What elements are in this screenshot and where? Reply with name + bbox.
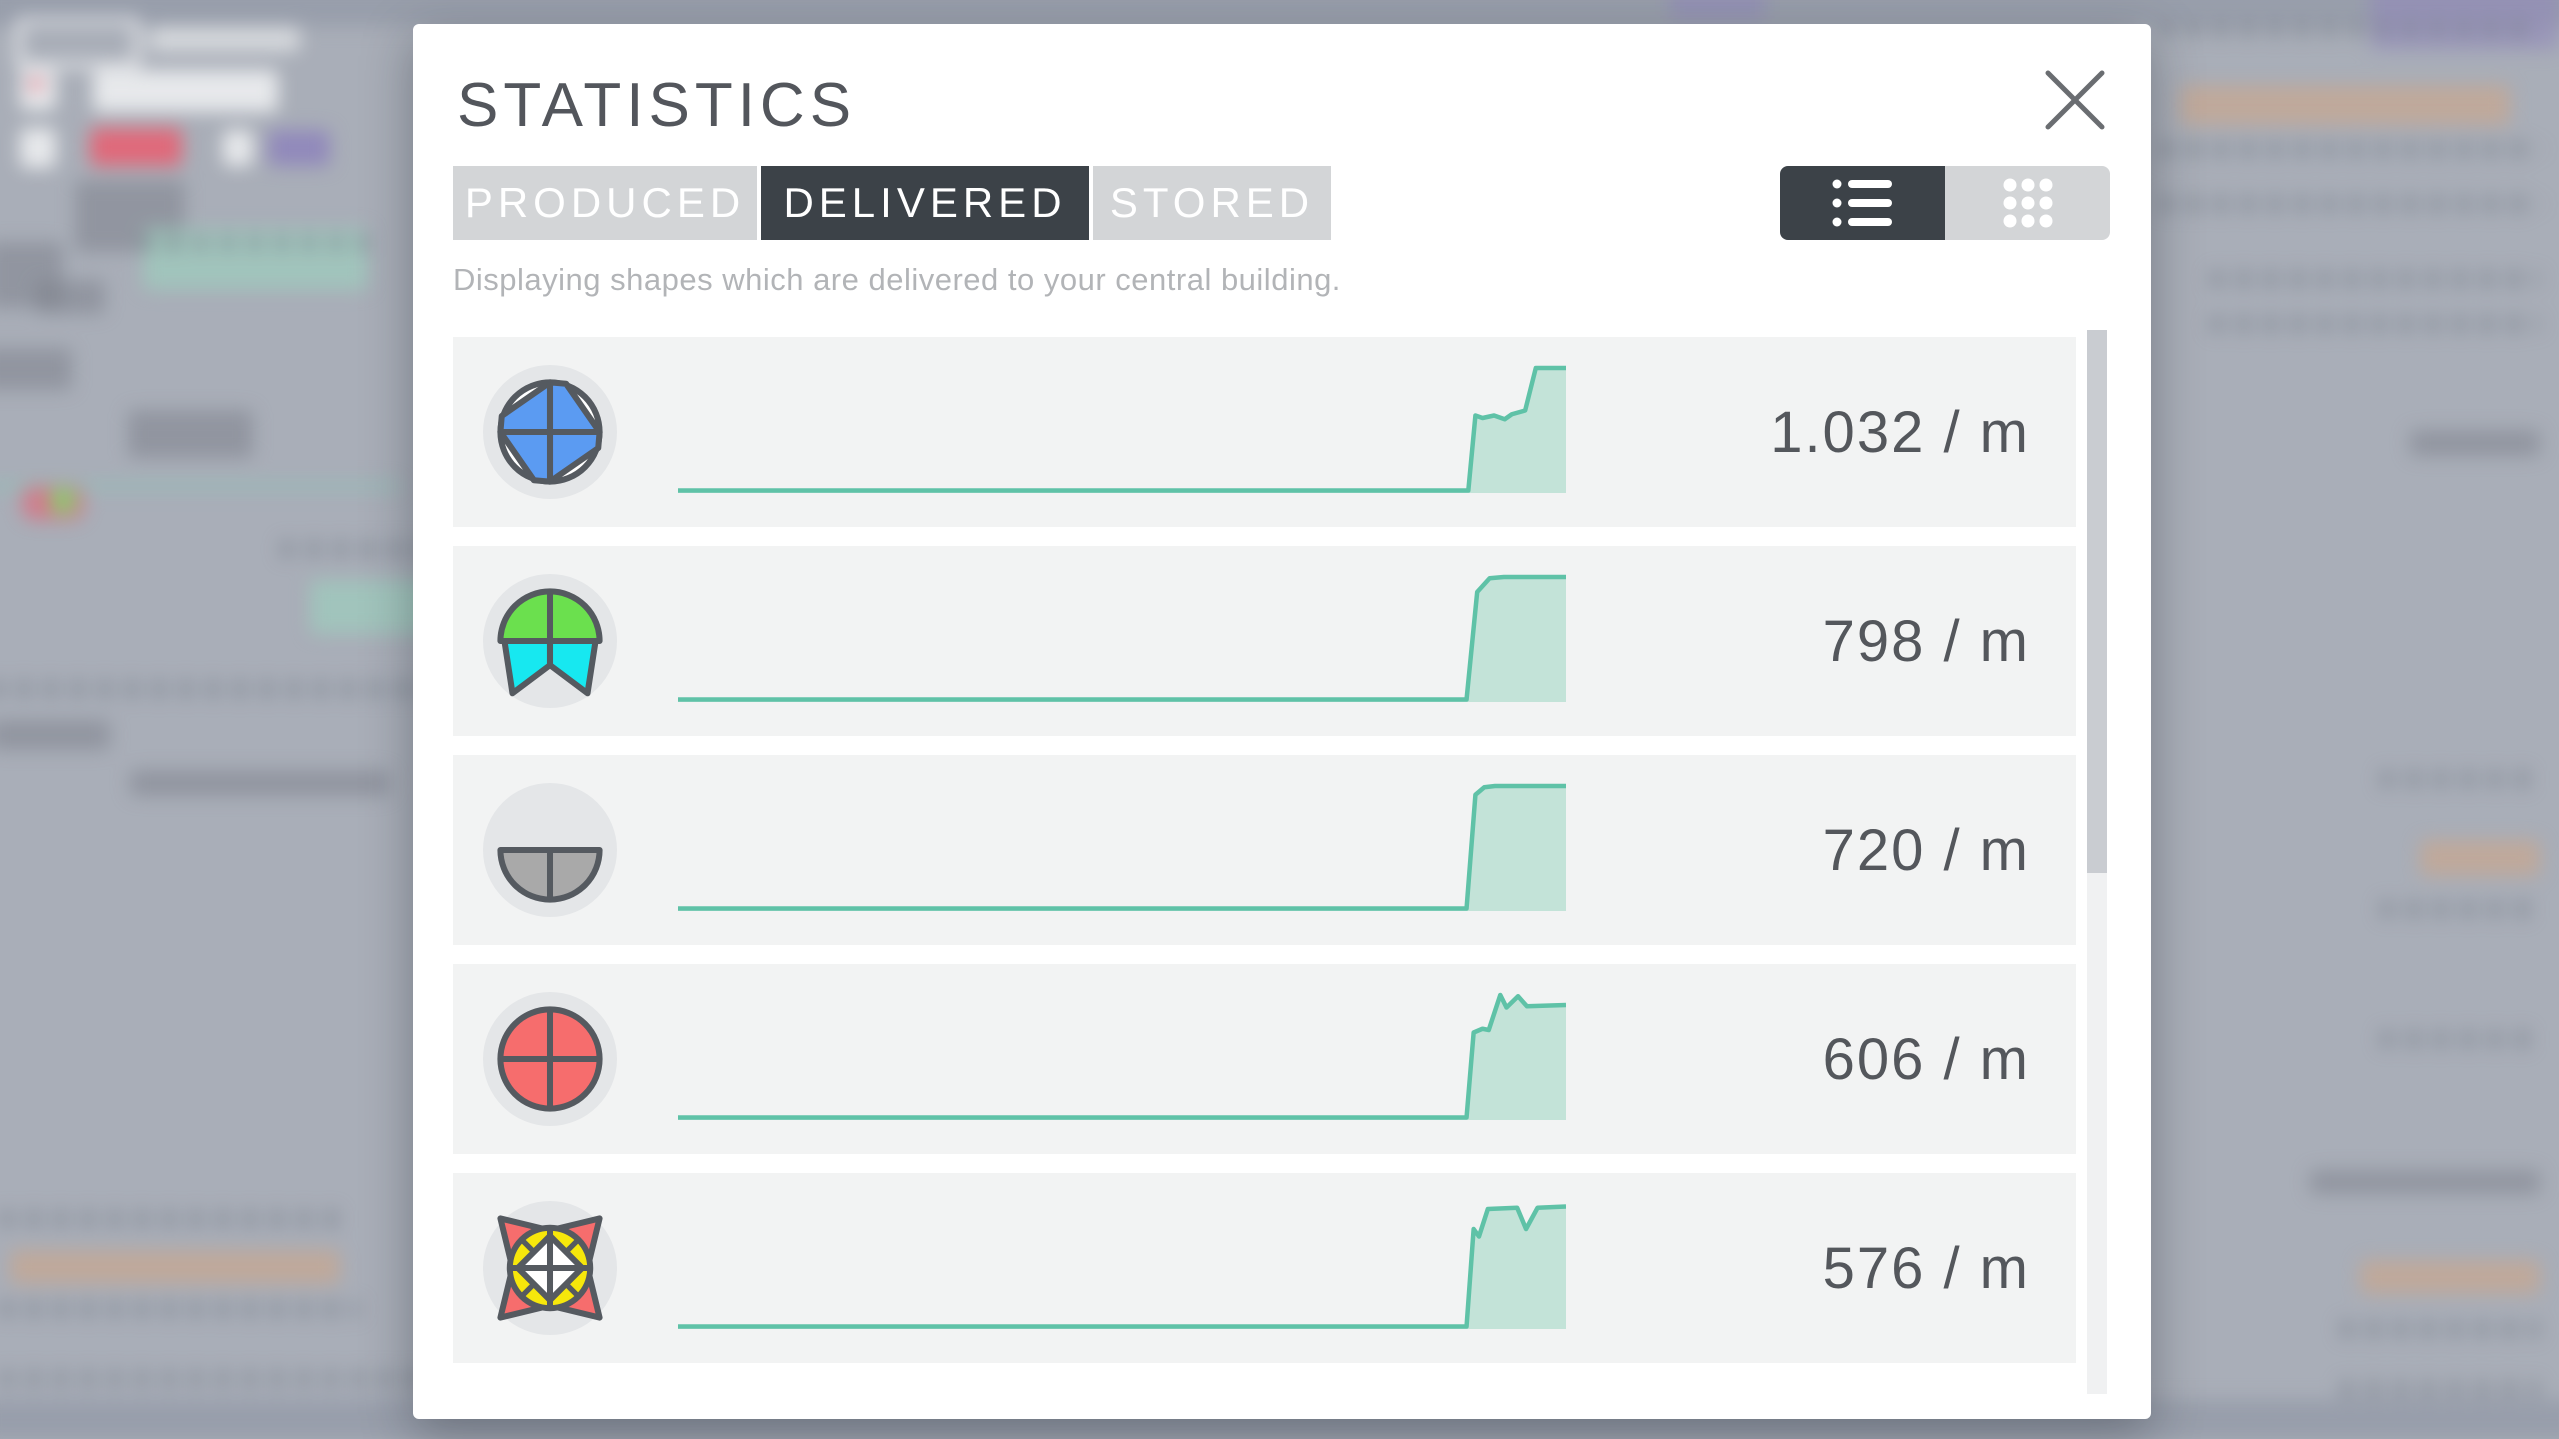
shape-stat-row: 606 / m: [453, 964, 2076, 1154]
delivery-rate-value: 606 / m: [1822, 1026, 2030, 1092]
delivery-rate-value: 798 / m: [1822, 608, 2030, 674]
delivery-rate-value: 576 / m: [1822, 1235, 2030, 1301]
dialog-title: STATISTICS: [457, 71, 857, 140]
delivery-rate-sparkline: [678, 1204, 1566, 1329]
close-button[interactable]: [2039, 64, 2111, 136]
statistics-dialog: STATISTICS PRODUCED DELIVERED STORED: [413, 24, 2151, 1419]
tab-produced[interactable]: PRODUCED: [453, 166, 757, 240]
delivery-rate-sparkline: [678, 365, 1566, 493]
grid-view-icon: [2003, 178, 2052, 228]
close-icon: [2045, 70, 2105, 130]
scrollbar-thumb[interactable]: [2087, 330, 2107, 873]
shape-star-red-circle-yellow-windmill-white-icon: [483, 1201, 617, 1335]
shape-circle-red-icon: [483, 992, 617, 1126]
delivery-rate-sparkline: [678, 783, 1566, 911]
tab-stored[interactable]: STORED: [1093, 166, 1331, 240]
shape-stats-list: 1.032 / m 798 / m: [453, 337, 2076, 1382]
delivery-rate-value: 720 / m: [1822, 817, 2030, 883]
shape-windmill-blue-icon: [483, 365, 617, 499]
view-toggle: [1780, 166, 2110, 240]
shape-stat-row: 576 / m: [453, 1173, 2076, 1363]
list-scrollbar[interactable]: [2087, 330, 2107, 1394]
tab-delivered[interactable]: DELIVERED: [761, 166, 1089, 240]
delivery-rate-sparkline: [678, 574, 1566, 702]
stats-description: Displaying shapes which are delivered to…: [453, 262, 1341, 297]
delivery-rate-value: 1.032 / m: [1770, 399, 2030, 465]
stats-tabs: PRODUCED DELIVERED STORED: [453, 166, 1331, 240]
grid-view-button[interactable]: [1945, 166, 2110, 240]
shape-bottom-halfcircle-gray-icon: [483, 783, 617, 917]
shape-stat-row: 720 / m: [453, 755, 2076, 945]
shape-stat-row: 798 / m: [453, 546, 2076, 736]
list-view-button[interactable]: [1780, 166, 1945, 240]
shape-halfcircle-green-star-cyan-icon: [483, 574, 617, 708]
delivery-rate-sparkline: [678, 992, 1566, 1120]
list-view-icon: [1832, 179, 1892, 227]
shape-stat-row: 1.032 / m: [453, 337, 2076, 527]
